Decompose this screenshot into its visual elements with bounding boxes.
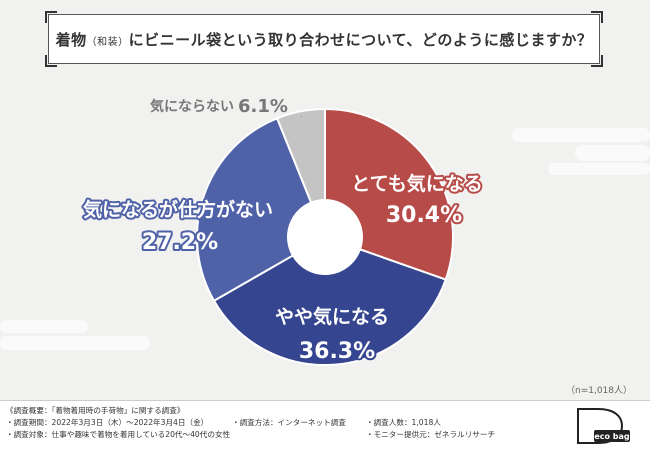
donut-slice <box>324 107 454 281</box>
survey-count: ・調査人数：1,018人 <box>366 418 441 427</box>
sample-size-note: （n=1,018人） <box>565 386 632 396</box>
deco-bag-logo: eco bag <box>577 408 630 444</box>
survey-period: ・調査期間：2022年3月3日（木）〜2022年3月4日（金） <box>6 418 209 427</box>
slice-value: 30.4% <box>386 203 462 228</box>
cloud-decoration <box>0 336 150 350</box>
cloud-decoration <box>0 320 88 333</box>
survey-provider: ・モニター提供元：ゼネラルリサーチ <box>366 430 496 439</box>
survey-method: ・調査方法：インターネット調査 <box>232 418 346 427</box>
slice-value: 36.3% <box>299 339 375 364</box>
donut-slice <box>196 116 313 303</box>
slice-value: 6.1% <box>238 96 288 117</box>
cloud-decoration <box>512 128 650 142</box>
survey-footer: 《調査概要：「着物着用時の手荷物」に関する調査》 ・調査期間：2022年3月3日… <box>0 400 650 451</box>
survey-target: ・調査対象：仕事や趣味で着物を着用している20代〜40代の女性 <box>6 430 231 439</box>
corner-ornament <box>591 11 603 23</box>
donut-chart: とても気になる 30.4% やや気になる 36.3% 気になるが仕方がない 27.2% 気に… <box>81 96 485 366</box>
leader-line <box>300 115 303 118</box>
corner-ornament <box>45 55 57 67</box>
question-title-box: 着物（和装）にビニール袋という取り合わせについて、どのように感じますか？ <box>45 11 603 67</box>
cloud-decoration <box>548 163 650 175</box>
slice-label: 気にならない <box>150 98 234 115</box>
donut-slice <box>275 107 326 204</box>
logo-text: eco bag <box>594 432 630 441</box>
slice-label: とても気になる <box>351 172 482 195</box>
cloud-decoration <box>575 145 650 161</box>
corner-ornament <box>591 55 603 67</box>
corner-ornament <box>45 11 57 23</box>
donut-hole <box>289 201 361 273</box>
slice-value: 27.2% <box>142 230 218 255</box>
slice-label: 気になるが仕方がない <box>83 198 273 221</box>
donut-slice <box>212 248 447 366</box>
slice-label: やや気になる <box>275 305 389 328</box>
question-title: 着物（和装）にビニール袋という取り合わせについて、どのように感じますか？ <box>55 30 593 49</box>
survey-overview: 《調査概要：「着物着用時の手荷物」に関する調査》 <box>6 406 185 415</box>
